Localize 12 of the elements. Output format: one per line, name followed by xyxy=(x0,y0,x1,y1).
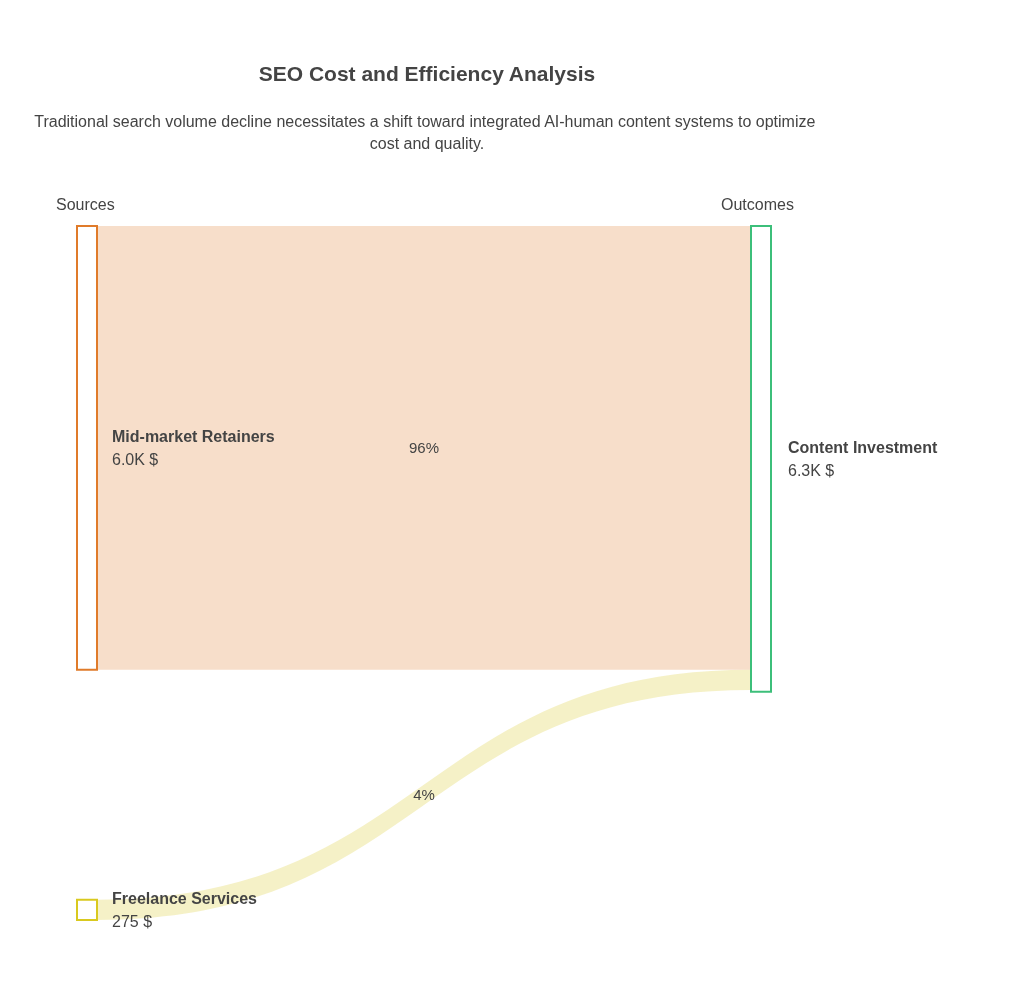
text: 4% xyxy=(413,786,435,804)
text: Traditional search volume decline necessitates a shift toward integrated AI-human content systems to optimize cost and quality. xyxy=(34,112,820,152)
category-label: Freelance Services xyxy=(112,890,258,908)
data-label: 275 $ xyxy=(112,913,153,931)
data-label: 6.0K $ xyxy=(112,451,159,469)
text: Outcomes xyxy=(721,195,794,213)
text: Sources xyxy=(56,195,115,213)
category-label: Mid-market Retainers xyxy=(112,428,275,446)
data-label: 6.3K $ xyxy=(788,462,835,480)
text: 96% xyxy=(408,439,440,457)
text: SEO Cost and Efficiency Analysis xyxy=(258,62,596,85)
category-label: Content Investment xyxy=(788,439,939,457)
